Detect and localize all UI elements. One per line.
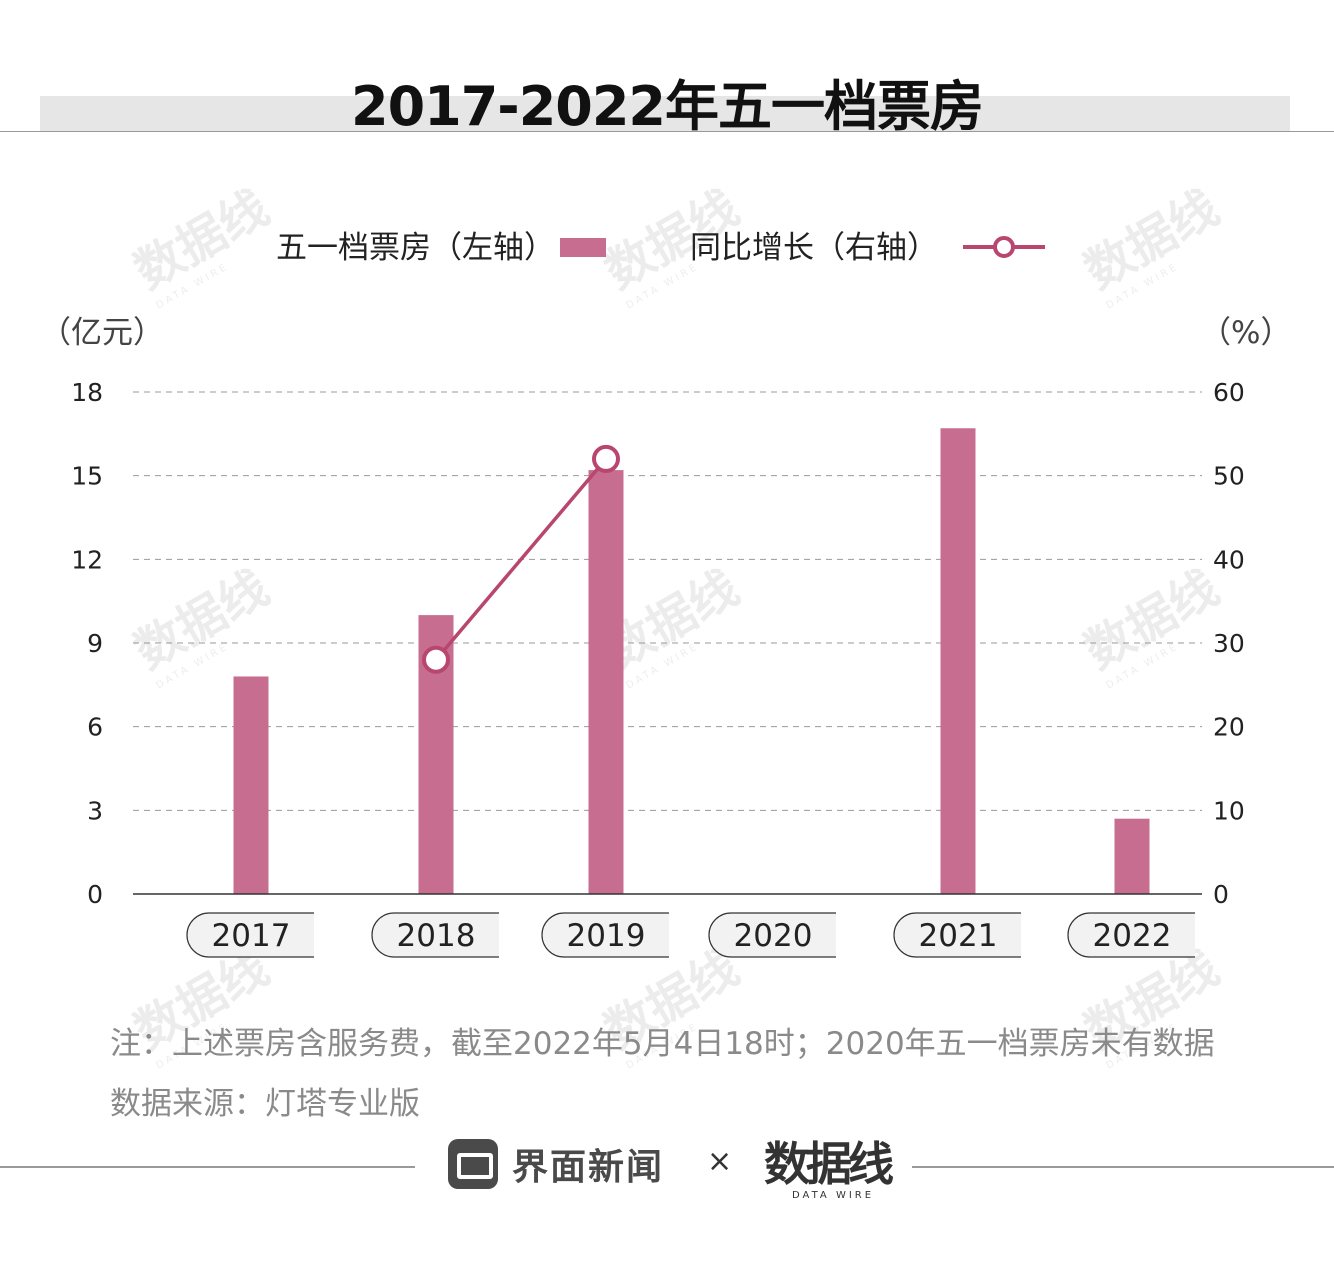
bars [233,428,1150,894]
x-axis-labels: 2017 2018 2019 2020 2021 2022 [186,912,1195,958]
times-sign: × [707,1144,733,1179]
x-label-2021: 2021 [893,912,1021,958]
left-axis-ticks: 0 3 6 9 12 15 18 [71,378,103,909]
right-tick-label: 20 [1213,713,1245,742]
growth-line-path [434,457,608,661]
x-label-2018: 2018 [371,912,499,958]
x-tick-label: 2020 [734,918,813,954]
chart-title: 2017-2022年五一档票房 [351,75,984,138]
bar-2021 [940,428,976,894]
datawire-logo: 数据线 DATA WIRE [764,1128,894,1201]
x-label-pill [186,912,314,958]
x-tick-label: 2021 [919,918,998,954]
legend: 五一档票房（左轴） 同比增长（右轴） [276,230,1045,266]
left-tick-label: 12 [71,545,103,574]
x-label-2017: 2017 [186,912,314,958]
right-tick-label: 50 [1213,462,1245,491]
x-label-pill [708,912,836,958]
left-tick-label: 6 [87,713,103,742]
title-rule [0,131,1334,132]
right-tick-label: 30 [1213,629,1245,658]
legend-line-label: 同比增长（右轴） [690,230,938,266]
x-label-2019: 2019 [541,912,669,958]
x-label-2020: 2020 [708,912,836,958]
x-label-2022: 2022 [1067,912,1195,958]
left-axis-unit: （亿元） [40,315,164,351]
gridlines [133,391,1202,811]
bar-2022 [1114,818,1150,894]
x-tick-label: 2019 [567,918,646,954]
x-tick-label: 2022 [1093,918,1172,954]
data-source: 数据来源：灯塔专业版 [110,1086,420,1122]
chart-svg: 五一档票房（左轴） 同比增长（右轴） （亿元） （%） 0 3 6 9 12 15 18 0… [40,230,1291,958]
growth-point [592,444,620,473]
chart-note: 注：上述票房含服务费，截至2022年5月4日18时；2020年五一档票房未有数据 [110,1026,1215,1062]
x-label-pill [893,912,1021,958]
left-tick-label: 18 [71,378,103,407]
right-tick-label: 40 [1213,545,1245,574]
left-tick-label: 3 [87,796,103,825]
bar-2019 [588,470,624,894]
x-label-pill [1067,912,1195,958]
legend-bar-swatch [560,238,606,257]
left-tick-label: 15 [71,462,103,491]
jiemian-logo-icon [448,1139,498,1189]
x-label-pill [541,912,669,958]
jiemian-name: 界面新闻 [512,1147,665,1188]
right-axis-unit: （%） [1200,315,1291,351]
bar-2017 [233,676,269,894]
right-tick-label: 0 [1213,880,1229,909]
legend-bar-label: 五一档票房（左轴） [276,230,555,266]
left-tick-label: 9 [87,629,103,658]
datawire-logo-en: DATA WIRE [792,1190,875,1201]
left-tick-label: 0 [87,880,103,909]
datawire-logo-cn: 数据线 [764,1137,894,1191]
jiemian-brand: 界面新闻 [448,1138,664,1190]
title-band [40,96,1290,131]
growth-point [422,645,450,674]
right-axis-ticks: 0 10 20 30 40 50 60 [1213,378,1245,909]
right-tick-label: 10 [1213,796,1245,825]
growth-line [422,444,620,674]
footer-divider-left [0,1166,415,1168]
x-tick-label: 2017 [212,918,291,954]
x-tick-label: 2018 [397,918,476,954]
footer-divider-right [912,1166,1334,1168]
legend-line-marker [993,236,1015,258]
x-label-pill [371,912,499,958]
right-tick-label: 60 [1213,378,1245,407]
